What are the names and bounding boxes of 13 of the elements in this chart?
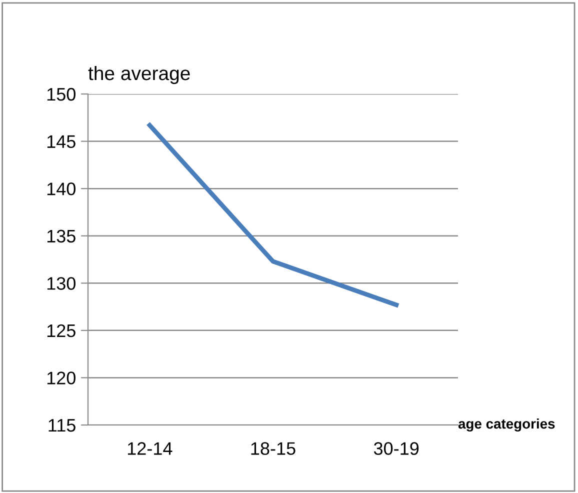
x-tick-label: 18-15: [251, 442, 296, 455]
y-tick-label: 125: [47, 324, 76, 338]
x-tick-label: 12-14: [128, 442, 172, 455]
y-tick-label: 115: [48, 419, 76, 432]
y-tick-label: 135: [47, 230, 76, 243]
x-axis-title: age categories: [458, 418, 555, 432]
y-tick-label: 130: [47, 277, 76, 290]
x-tick-label: 30-19: [374, 442, 419, 455]
y-tick-label: 140: [47, 182, 76, 196]
y-axis-title: the average: [88, 66, 190, 84]
y-tick-label: 120: [47, 372, 76, 384]
y-tick-label: 145: [47, 135, 76, 148]
y-tick-label: 150: [47, 88, 76, 101]
